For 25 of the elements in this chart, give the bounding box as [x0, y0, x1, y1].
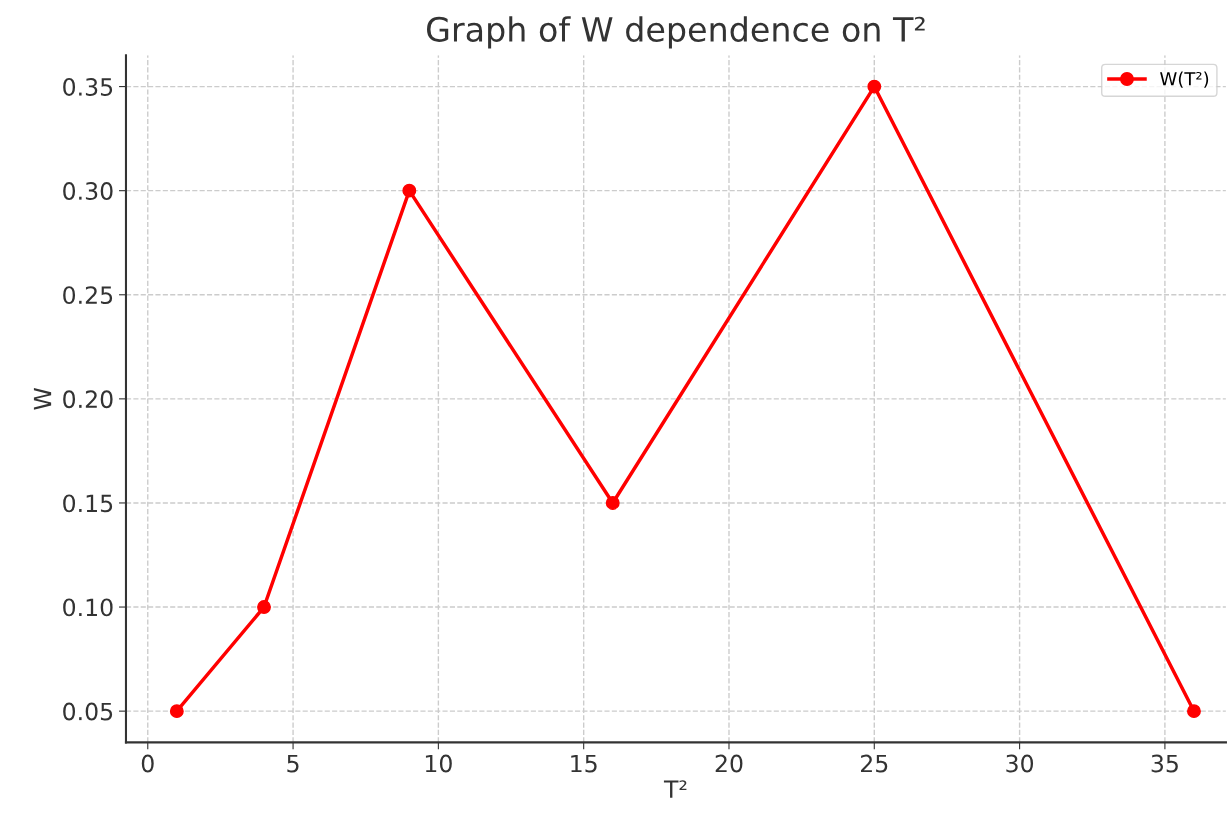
- y-tick-label: 0.25: [63, 286, 113, 305]
- y-tick-label: 0.20: [63, 390, 113, 409]
- y-tick-label: 0.30: [63, 182, 113, 200]
- x-tick-label: 20: [715, 754, 743, 773]
- x-tick-label: 0: [141, 754, 154, 773]
- y-tick-label: 0.10: [63, 598, 113, 617]
- point: [605, 496, 620, 510]
- y-tick-label: 0.15: [63, 494, 113, 513]
- point: [1187, 704, 1201, 719]
- point: [867, 79, 882, 94]
- point: [169, 704, 184, 719]
- y-axis-title: W: [33, 387, 52, 410]
- x-tick-label: 25: [861, 754, 888, 773]
- x-tick-label: 30: [1006, 754, 1034, 773]
- x-tick-label: 35: [1151, 754, 1178, 773]
- y-tick-label: 0.05: [63, 702, 113, 721]
- point: [257, 600, 271, 614]
- x-tick-label: 5: [287, 754, 299, 773]
- legend-label: W(T²): [1160, 71, 1209, 88]
- point: [402, 183, 417, 198]
- chart-title: Graph of W dependence on T²: [426, 16, 925, 49]
- y-tick-label: 0.35: [63, 78, 113, 96]
- x-tick-label: 10: [425, 754, 452, 773]
- x-axis-title: T²: [663, 780, 687, 798]
- x-tick-label: 15: [571, 754, 597, 773]
